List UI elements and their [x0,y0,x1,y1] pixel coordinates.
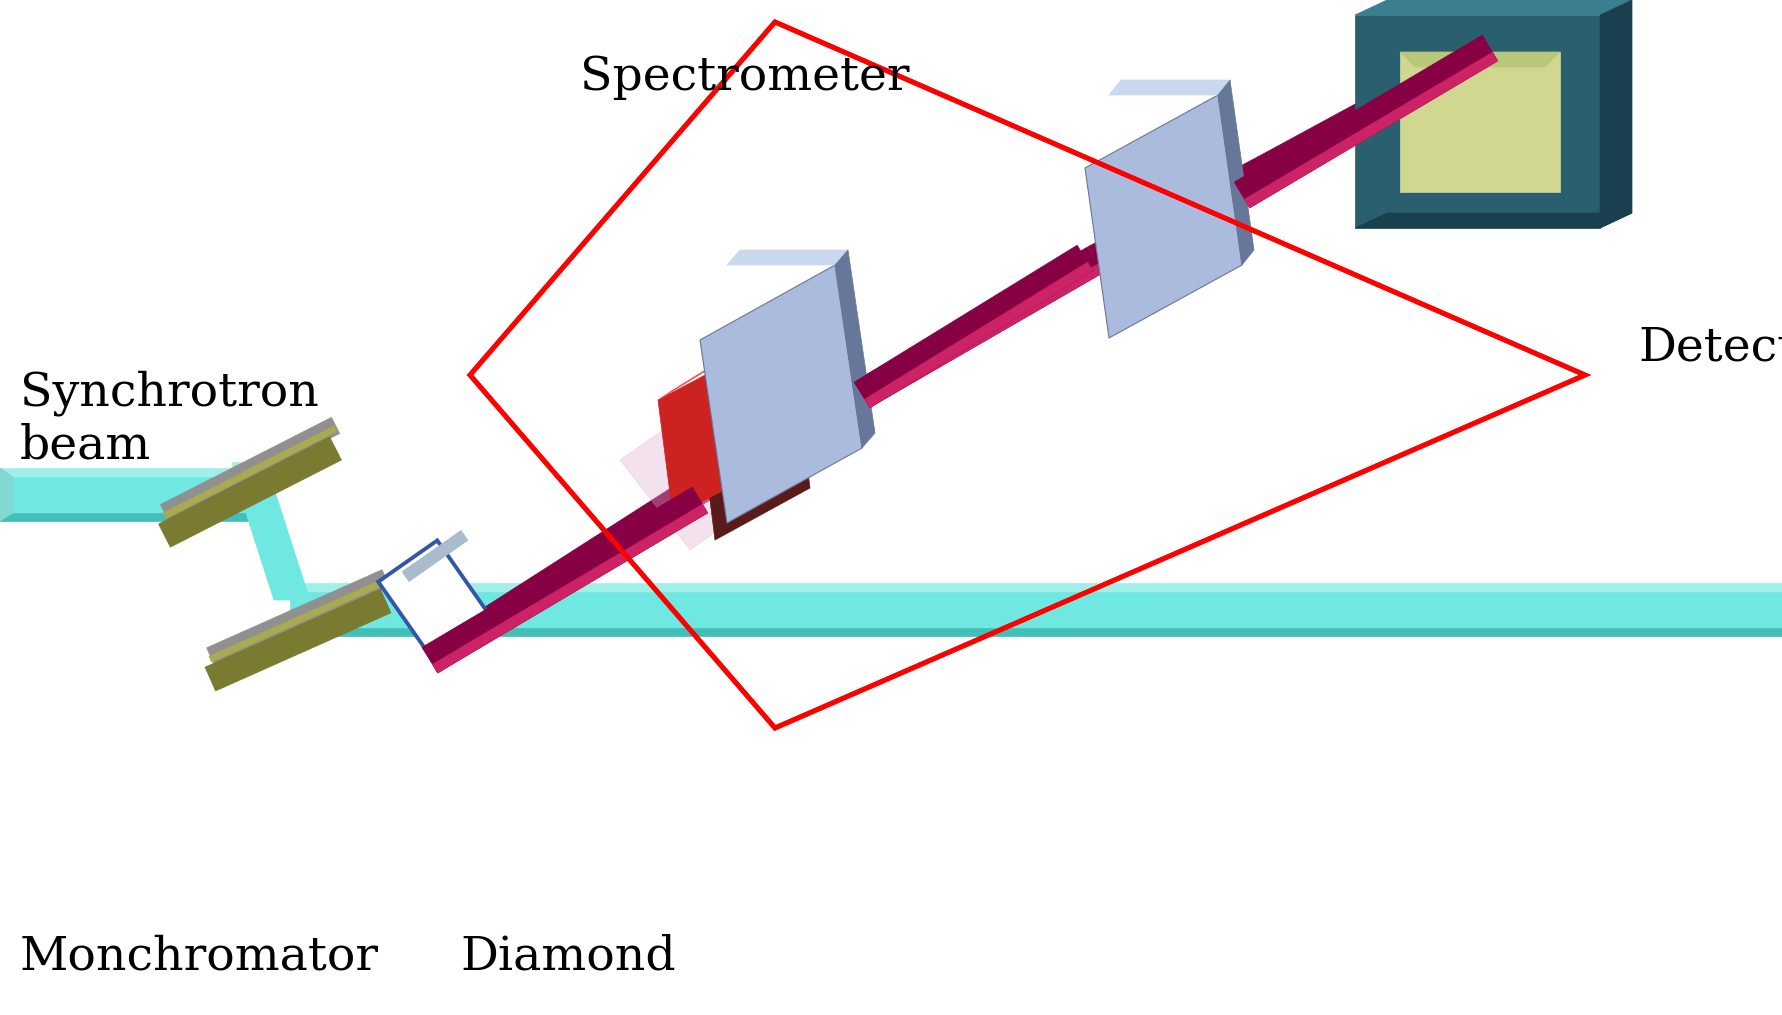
Text: Diamond: Diamond [460,935,675,980]
Polygon shape [1354,213,1632,228]
Polygon shape [164,425,337,519]
Polygon shape [862,247,1103,403]
Polygon shape [763,335,791,462]
Polygon shape [232,470,310,600]
Polygon shape [160,417,340,521]
Polygon shape [1267,53,1497,183]
Polygon shape [1219,80,1255,265]
Polygon shape [159,436,342,547]
Polygon shape [1600,0,1632,228]
Polygon shape [700,368,811,540]
Text: Spectrometer: Spectrometer [579,55,909,100]
Polygon shape [1108,80,1230,95]
Polygon shape [1401,52,1559,67]
Polygon shape [290,628,1782,636]
Polygon shape [1244,53,1497,208]
Polygon shape [0,468,12,521]
Text: Synchrotron
beam: Synchrotron beam [20,370,319,468]
Polygon shape [290,583,1782,592]
Polygon shape [1089,156,1272,273]
Polygon shape [433,504,707,673]
Polygon shape [205,589,390,691]
Polygon shape [658,345,777,517]
Polygon shape [727,250,848,265]
Polygon shape [1085,95,1242,338]
Polygon shape [683,394,877,513]
Polygon shape [403,531,469,582]
Polygon shape [0,513,255,521]
Polygon shape [1354,15,1600,228]
Polygon shape [1354,0,1632,15]
Polygon shape [422,487,688,673]
Polygon shape [873,264,1103,403]
Polygon shape [658,335,763,400]
Polygon shape [422,487,707,673]
Polygon shape [700,265,862,523]
Polygon shape [378,540,492,660]
Text: Detector: Detector [1638,326,1782,370]
Polygon shape [290,592,1782,628]
Polygon shape [672,377,877,513]
Polygon shape [864,262,1092,408]
Polygon shape [0,477,255,513]
Text: Monchromator: Monchromator [20,935,380,980]
Polygon shape [433,504,688,673]
Polygon shape [208,579,387,662]
Polygon shape [232,462,267,470]
Polygon shape [620,390,789,550]
Polygon shape [0,468,255,477]
Polygon shape [1401,52,1559,192]
Polygon shape [836,250,875,448]
Polygon shape [1098,175,1272,273]
Polygon shape [1258,35,1497,183]
Polygon shape [207,569,388,664]
Polygon shape [854,246,1092,408]
Polygon shape [1235,36,1497,208]
